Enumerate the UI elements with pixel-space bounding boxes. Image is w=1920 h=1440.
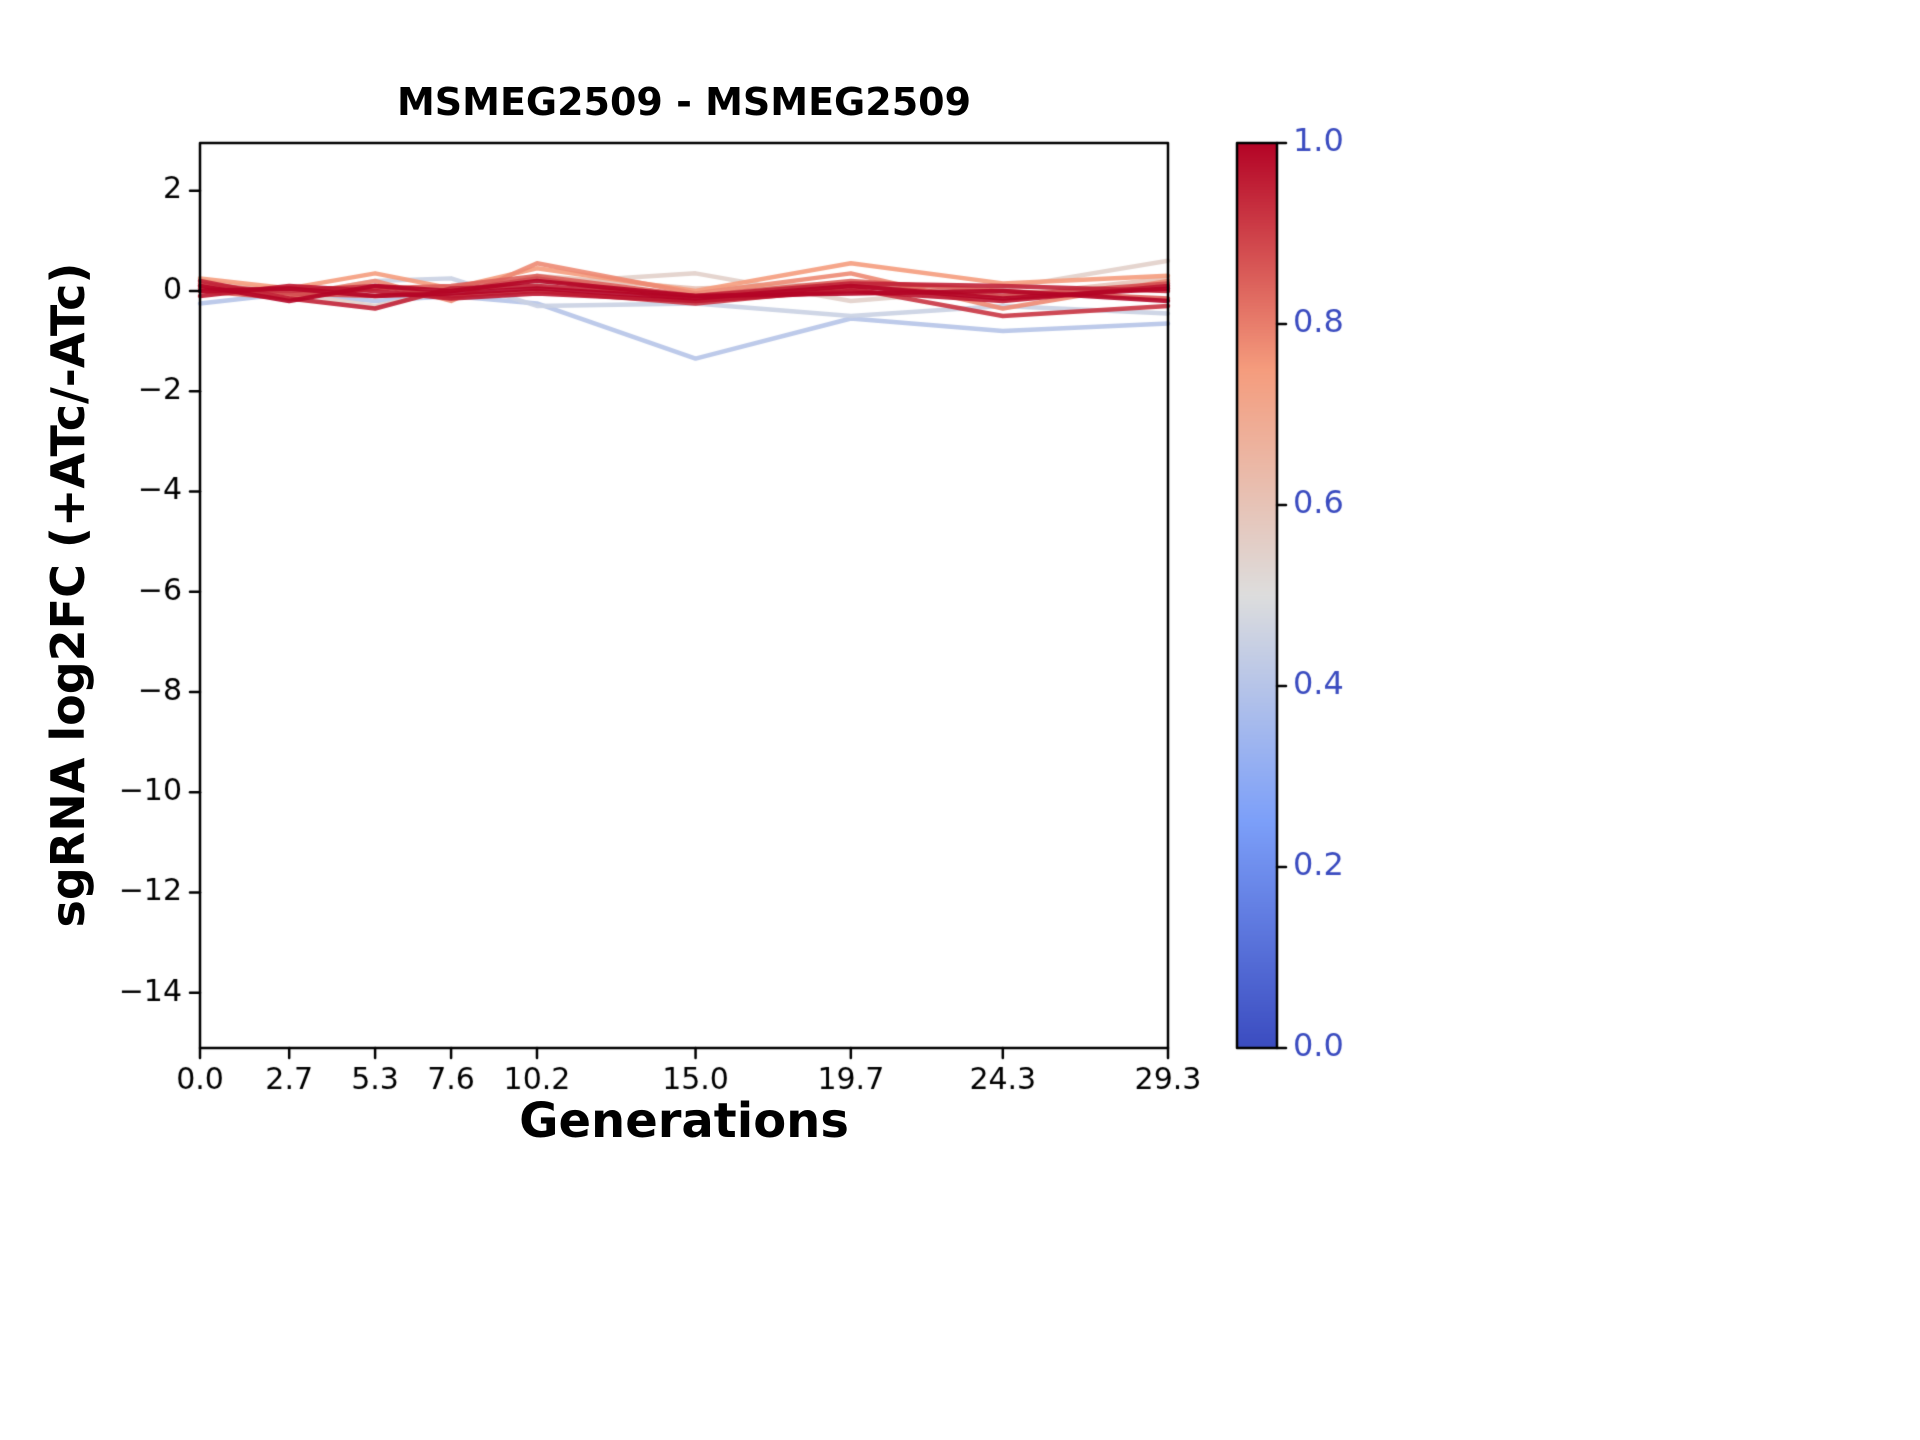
x-axis-label: Generations: [519, 1093, 849, 1149]
y-axis-label: sgRNA log2FC (+ATc/-ATc): [41, 262, 95, 928]
chart-title: MSMEG2509 - MSMEG2509: [396, 80, 972, 124]
